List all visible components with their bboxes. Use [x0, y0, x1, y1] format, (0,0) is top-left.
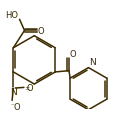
Text: ⁻: ⁻ [10, 102, 14, 108]
Text: ±: ± [25, 85, 30, 90]
Text: O: O [13, 102, 20, 111]
Text: N: N [10, 88, 17, 97]
Text: N: N [89, 58, 96, 67]
Text: O: O [27, 83, 33, 92]
Text: O: O [38, 27, 44, 36]
Text: HO: HO [5, 11, 18, 19]
Text: O: O [70, 49, 76, 58]
